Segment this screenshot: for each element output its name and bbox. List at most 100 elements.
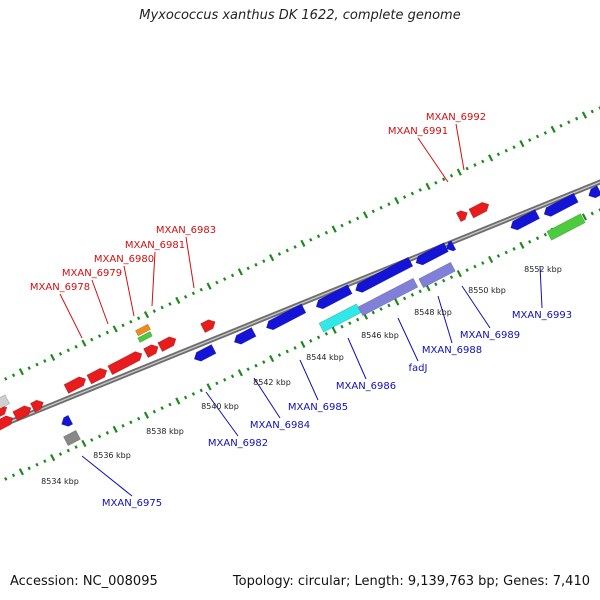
track-tick <box>481 159 485 164</box>
forward-label-leader <box>151 251 156 307</box>
track-tick <box>137 416 141 421</box>
track-tick <box>199 388 203 393</box>
track-tick <box>442 278 446 283</box>
gene-arrow-forward <box>455 210 468 223</box>
track-tick <box>316 335 321 340</box>
track-tick <box>160 305 164 310</box>
track-tick <box>66 348 70 353</box>
track-tick <box>43 359 47 363</box>
track-tick <box>324 230 329 235</box>
kbp-scale-label: 8536 kbp <box>93 451 131 460</box>
track-tick <box>277 252 282 256</box>
gene-arrow-forward <box>63 376 87 394</box>
track-tick <box>112 325 118 333</box>
forward-label-leader <box>59 293 83 339</box>
track-tick <box>371 310 375 315</box>
forward-gene-label: MXAN_6979 <box>62 268 122 279</box>
track-tick <box>340 324 344 329</box>
track-tick <box>105 330 110 335</box>
gene-box-light-gray <box>0 394 11 410</box>
forward-label-leader <box>455 123 465 171</box>
track-tick <box>519 241 525 249</box>
track-tick <box>543 232 548 237</box>
track-tick <box>387 303 391 308</box>
forward-label-leader <box>185 236 195 289</box>
track-tick <box>50 353 56 362</box>
track-tick <box>277 353 282 357</box>
track-tick <box>425 182 431 190</box>
track-tick <box>456 270 462 278</box>
track-tick <box>230 273 235 278</box>
track-tick <box>269 354 275 363</box>
track-tick <box>112 425 118 433</box>
track-tick <box>590 109 594 114</box>
reverse-gene-label: MXAN_6993 <box>512 310 572 321</box>
reverse-tick-track <box>4 208 600 481</box>
track-tick <box>394 298 400 306</box>
track-tick <box>442 177 446 182</box>
gene-box-gray <box>63 429 81 447</box>
reverse-gene-label: MXAN_6975 <box>102 498 162 509</box>
track-tick <box>362 211 369 219</box>
track-tick <box>528 138 532 142</box>
track-tick <box>598 106 600 110</box>
reverse-label-leader <box>205 391 239 437</box>
track-tick <box>348 220 352 224</box>
reverse-gene-label: MXAN_6985 <box>288 402 348 413</box>
track-tick <box>504 148 508 153</box>
gene-arrow-forward <box>200 319 216 334</box>
reverse-label-leader <box>253 377 281 419</box>
track-tick <box>285 248 289 253</box>
track-tick <box>496 254 501 258</box>
track-tick <box>598 208 600 212</box>
kbp-scale-label: 8548 kbp <box>414 308 452 317</box>
gene-arrow-reverse <box>588 185 600 199</box>
track-tick <box>496 152 501 157</box>
track-tick <box>168 402 172 407</box>
track-tick <box>58 352 63 356</box>
track-tick <box>246 266 250 271</box>
kbp-scale-label: 8552 kbp <box>524 265 562 274</box>
track-tick <box>581 111 588 119</box>
track-tick <box>74 445 78 449</box>
reverse-gene-label: MXAN_6988 <box>422 345 482 356</box>
forward-gene-label: MXAN_6980 <box>94 254 154 265</box>
track-tick <box>410 191 415 196</box>
track-tick <box>143 411 150 419</box>
genome-summary: Topology: circular; Length: 9,139,763 bp… <box>232 574 590 589</box>
track-tick <box>331 225 337 233</box>
track-tick <box>418 188 422 192</box>
track-tick <box>223 277 227 281</box>
genome-backbone-highlight <box>0 181 600 427</box>
track-tick <box>81 439 87 448</box>
reverse-gene-label: fadJ <box>409 363 428 374</box>
kbp-scale-label: 8550 kbp <box>468 286 506 295</box>
track-tick <box>237 268 243 276</box>
track-tick <box>74 344 78 349</box>
track-tick <box>246 367 250 372</box>
track-tick <box>550 125 556 133</box>
gene-arrow-reverse <box>543 192 579 217</box>
track-tick <box>206 282 212 290</box>
gene-arrow-forward <box>468 201 490 219</box>
track-tick <box>418 289 422 294</box>
track-tick <box>206 383 212 391</box>
track-tick <box>199 287 203 292</box>
track-tick <box>512 145 516 149</box>
track-tick <box>269 254 275 262</box>
reverse-gene-label: MXAN_6989 <box>460 330 520 341</box>
track-tick <box>191 392 196 396</box>
forward-tick-track <box>4 106 600 381</box>
track-tick <box>488 154 494 162</box>
track-tick <box>191 291 196 296</box>
track-tick <box>300 340 306 349</box>
reverse-label-leader <box>461 285 491 329</box>
track-tick <box>90 438 94 442</box>
track-tick <box>465 268 469 272</box>
track-tick <box>543 131 548 135</box>
track-tick <box>512 247 516 251</box>
track-tick <box>449 173 454 178</box>
reverse-label-leader <box>539 265 543 309</box>
gene-arrow-forward <box>107 351 143 376</box>
